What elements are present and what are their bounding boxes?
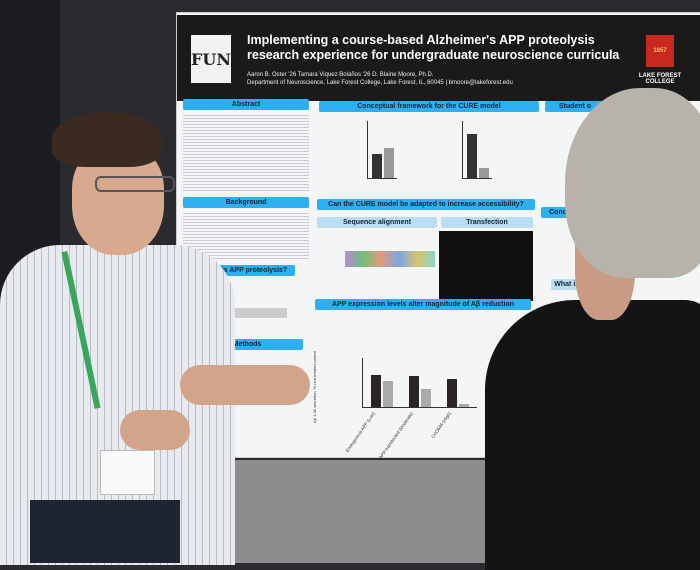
conclusions-heading: Conclu <box>541 207 581 218</box>
framework-chart-2 <box>462 121 492 179</box>
transfection-image <box>439 231 533 301</box>
college-logo: 1857 LAKE FOREST COLLEGE <box>625 35 695 85</box>
visitor-jacket <box>485 300 700 570</box>
accessibility-heading: Can the CURE model be adapted to increas… <box>317 199 535 210</box>
poster-header: FUN Implementing a course-based Alzheime… <box>177 15 700 101</box>
presenter-pants <box>30 500 180 563</box>
bar-plus-1 <box>421 388 431 407</box>
sequence-heading: Sequence alignment <box>317 217 437 228</box>
fun-logo: FUN <box>191 35 231 83</box>
abstract-text <box>183 113 309 193</box>
bar-plus-0 <box>383 381 393 407</box>
bar-minus-2 <box>447 378 457 407</box>
presenter-hand <box>120 410 190 450</box>
methods-heading: Methods <box>191 339 303 350</box>
membrane-diagram <box>197 308 287 318</box>
bar-minus-1 <box>409 376 419 407</box>
name-badge <box>100 450 155 495</box>
chart-category-label: CHO695 (High) <box>430 411 453 440</box>
what-heading: What is th <box>551 279 591 290</box>
background-text <box>183 211 309 259</box>
sequence-alignment-image <box>345 251 435 267</box>
background-heading: Background <box>183 197 309 208</box>
abstract-heading: Abstract <box>183 99 309 110</box>
student-heading: Student o <box>545 101 605 112</box>
presenter-hair <box>52 112 162 167</box>
poster-authors: Aaron B. Oster '26 Tamara Viquez Bolaños… <box>247 72 513 86</box>
chart-category-label: APP-transfected (Moderate) <box>377 411 415 460</box>
presenter-arm <box>180 365 310 405</box>
glasses <box>95 176 175 192</box>
framework-chart-1 <box>367 121 397 179</box>
expression-heading: APP expression levels alter magnitude of… <box>315 299 531 310</box>
app-heading: What is APP proteolysis? <box>195 265 295 276</box>
chart-category-label: Endogenous APP (Low) <box>344 411 377 453</box>
poster-title: Implementing a course-based Alzheimer's … <box>247 33 620 62</box>
visitor-hair <box>565 88 700 278</box>
bar-minus-0 <box>371 374 381 407</box>
abeta-bar-chart <box>362 358 477 408</box>
chart-ylabel: Aβ 1-40 secretion, % non-treated control <box>312 351 317 423</box>
crest-icon: 1857 <box>646 35 674 67</box>
bar-plus-2 <box>459 403 469 407</box>
framework-heading: Conceptual framework for the CURE model <box>319 101 539 112</box>
transfection-heading: Transfection <box>441 217 533 228</box>
